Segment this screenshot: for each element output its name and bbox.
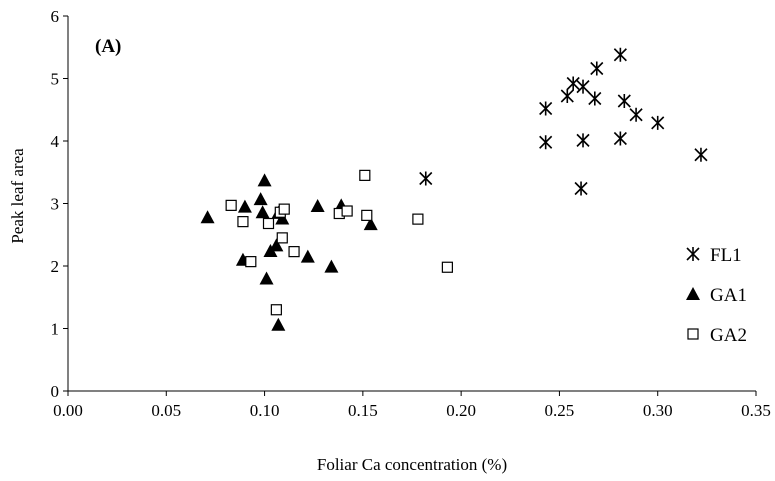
fl1-point bbox=[588, 91, 602, 106]
fl1-point bbox=[560, 89, 574, 103]
fl1-point bbox=[651, 115, 665, 130]
ga1-point bbox=[363, 217, 378, 231]
fl1-point bbox=[576, 79, 590, 94]
ga2-point bbox=[237, 216, 249, 228]
fl1-point bbox=[574, 181, 588, 196]
fl1-point bbox=[576, 133, 590, 148]
fl1-point bbox=[590, 61, 604, 76]
legend-marker-ga2 bbox=[687, 328, 699, 340]
x-tick-label: 0.30 bbox=[643, 401, 673, 420]
ga1-point bbox=[257, 173, 272, 187]
ga1-point bbox=[324, 259, 339, 273]
y-tick-label: 1 bbox=[51, 320, 60, 339]
legend: FL1 GA1 GA2 bbox=[686, 245, 747, 346]
fl1-point bbox=[613, 131, 627, 146]
ga1-point bbox=[271, 317, 286, 331]
ga1-point bbox=[310, 199, 325, 212]
ga1-point bbox=[200, 210, 215, 224]
fl1-point bbox=[629, 107, 643, 122]
ga2-point bbox=[288, 246, 300, 258]
ga1-point bbox=[259, 271, 274, 285]
ga2-point bbox=[359, 169, 371, 181]
fl1-point bbox=[539, 135, 553, 150]
y-tick-label: 0 bbox=[51, 382, 60, 401]
ga2-point bbox=[412, 213, 424, 225]
fl1-point bbox=[419, 171, 433, 186]
ga1-point bbox=[253, 192, 268, 206]
fl1-point bbox=[613, 47, 627, 62]
x-tick-label: 0.00 bbox=[53, 401, 83, 420]
axes: 0 1 2 3 4 5 6 0.00 0.05 0.10 0.15 0.20 0.25 0.30 0.35 bbox=[51, 7, 771, 420]
ga2-point bbox=[225, 199, 237, 211]
legend-label-fl1: FL1 bbox=[710, 245, 742, 266]
x-tick-label: 0.10 bbox=[250, 401, 280, 420]
ga2-point bbox=[276, 232, 288, 244]
legend-marker-ga1 bbox=[686, 287, 700, 300]
ga1-point bbox=[275, 211, 290, 225]
x-tick-label: 0.15 bbox=[348, 401, 378, 420]
data-points bbox=[200, 47, 708, 331]
y-tick-label: 2 bbox=[51, 257, 60, 276]
x-tick-label: 0.25 bbox=[545, 401, 575, 420]
x-tick-label: 0.20 bbox=[446, 401, 476, 420]
y-tick-label: 6 bbox=[51, 7, 60, 26]
legend-marker-fl1 bbox=[686, 247, 700, 261]
y-tick-label: 5 bbox=[51, 70, 60, 89]
ga2-point bbox=[341, 205, 353, 217]
legend-label-ga1: GA1 bbox=[710, 285, 747, 306]
x-tick-label: 0.05 bbox=[151, 401, 181, 420]
ga2-point bbox=[270, 304, 282, 316]
fl1-point bbox=[566, 76, 580, 91]
fl1-point bbox=[694, 147, 708, 162]
x-tick-label: 0.35 bbox=[741, 401, 771, 420]
x-axis-title: Foliar Ca concentration (%) bbox=[317, 455, 507, 474]
ga2-point bbox=[245, 256, 257, 268]
fl1-point bbox=[617, 94, 631, 108]
ga2-point bbox=[278, 203, 290, 215]
ga1-point bbox=[237, 199, 252, 213]
fl1-point bbox=[539, 101, 553, 116]
ga2-point bbox=[441, 261, 453, 273]
ga1-point bbox=[300, 249, 315, 263]
legend-label-ga2: GA2 bbox=[710, 325, 747, 346]
ga2-point bbox=[262, 217, 275, 230]
y-axis-title: Peak leaf area bbox=[8, 148, 27, 244]
y-tick-label: 4 bbox=[51, 132, 60, 151]
y-tick-label: 3 bbox=[51, 195, 60, 214]
ga1-point bbox=[255, 205, 270, 219]
ga2-point bbox=[361, 209, 373, 221]
panel-label: (A) bbox=[95, 36, 121, 57]
ga1-point bbox=[269, 238, 284, 252]
